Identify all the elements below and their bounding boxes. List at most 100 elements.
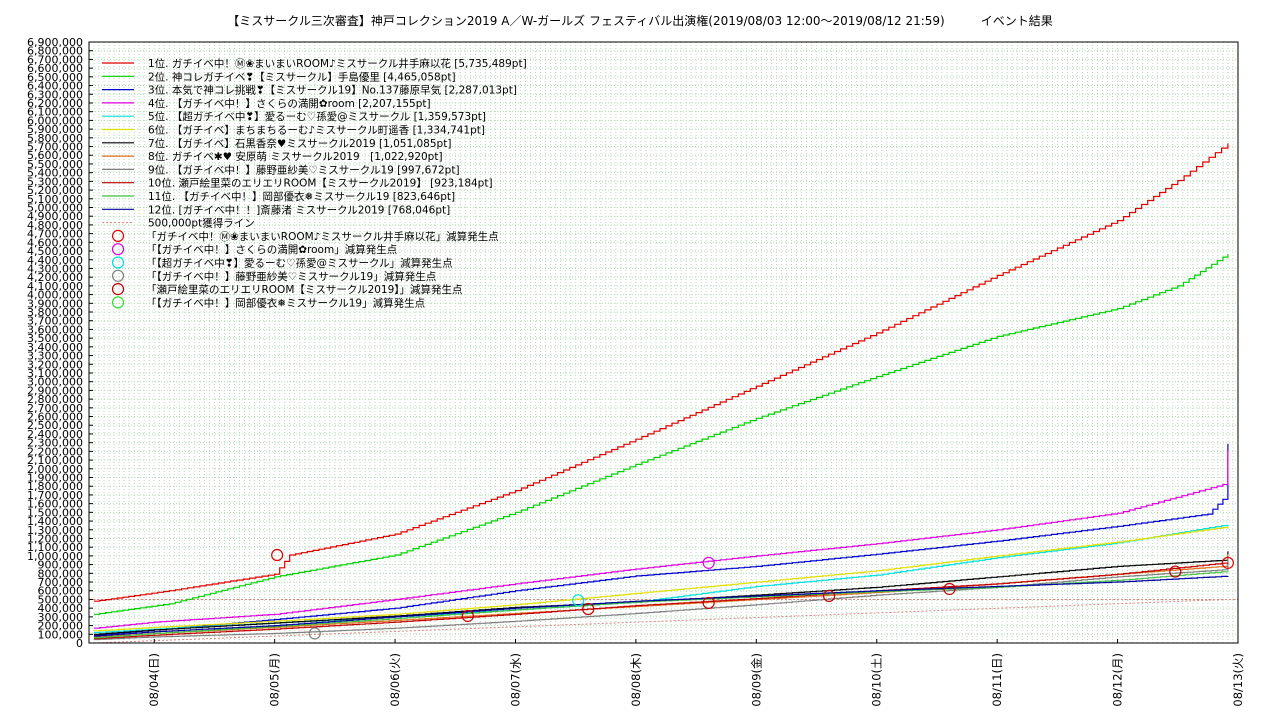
series-line-3 xyxy=(94,443,1229,636)
legend-label-8: 8位. ガチイベ✱♥ 安原萌 ミスサークル2019 [1,022,920pt] xyxy=(148,150,443,163)
series-line-10 xyxy=(94,562,1229,640)
legend-marker-label-6: 「【ガチイベ中！】岡部優衣❅ミスサークル19」減算発生点 xyxy=(146,296,425,309)
y-tick-label: 3,600,000 xyxy=(27,323,83,336)
y-tick-label: 1,300,000 xyxy=(27,524,83,537)
y-tick-label: 3,500,000 xyxy=(27,332,83,345)
y-tick-label: 2,100,000 xyxy=(27,454,83,467)
y-tick-label: 300,000 xyxy=(38,611,84,624)
y-tick-label: 5,200,000 xyxy=(27,184,83,197)
reference-line-layer xyxy=(89,598,1238,644)
series-line-2 xyxy=(94,254,1229,615)
y-tick-label: 6,100,000 xyxy=(27,106,83,119)
series-layer xyxy=(94,143,1229,641)
y-tick-label: 5,300,000 xyxy=(27,175,83,188)
x-tick-label: 08/11(日) xyxy=(990,653,1004,707)
y-tick-label: 1,400,000 xyxy=(27,515,83,528)
y-tick-label: 4,100,000 xyxy=(27,280,83,293)
x-tick-label: 08/07(水) xyxy=(508,653,522,707)
x-tick-label: 08/06(火) xyxy=(388,653,402,707)
y-tick-label: 4,800,000 xyxy=(27,219,83,232)
y-tick-label: 3,900,000 xyxy=(27,297,83,310)
y-tick-label: 3,800,000 xyxy=(27,306,83,319)
marker-point-2 xyxy=(702,556,715,569)
legend-label-2: 2位. 神コレガチイベ❣【ミスサークル】手島優里 [4,465,058pt] xyxy=(148,70,456,83)
x-tick-label: 08/12(月) xyxy=(1111,653,1125,707)
y-tick-label: 6,700,000 xyxy=(27,53,83,66)
y-tick-label: 2,300,000 xyxy=(27,437,83,450)
y-tick-label: 6,900,000 xyxy=(27,36,83,49)
y-axis: 0100,000200,000300,000400,000500,000600,… xyxy=(27,36,93,650)
plot-frame xyxy=(88,41,1239,644)
marker-point-3 xyxy=(572,594,585,607)
y-tick-label: 2,600,000 xyxy=(27,411,83,424)
legend-marker-label-2: 「【ガチイベ中！】さくらの満開✿room」減算発生点 xyxy=(146,243,397,256)
y-tick-label: 2,800,000 xyxy=(27,393,83,406)
y-tick-label: 100,000 xyxy=(38,628,84,641)
y-tick-label: 900,000 xyxy=(38,559,84,572)
y-tick-label: 3,700,000 xyxy=(27,315,83,328)
marker-point-5 xyxy=(702,596,715,610)
y-tick-label: 4,400,000 xyxy=(27,254,83,267)
y-tick-label: 0 xyxy=(76,637,83,650)
y-tick-label: 1,800,000 xyxy=(27,480,83,493)
y-tick-label: 5,600,000 xyxy=(27,149,83,162)
legend-label-6: 6位. 【ガチイベ】まちまちるーむ♪ミスサークル町遥香 [1,334,741pt… xyxy=(148,124,485,137)
y-tick-label: 2,000,000 xyxy=(27,463,83,476)
y-tick-label: 3,000,000 xyxy=(27,376,83,389)
legend-label-7: 7位. 【ガチイベ】石黒香奈♥ミスサークル2019 [1,051,085pt] xyxy=(148,137,451,150)
y-tick-label: 2,400,000 xyxy=(27,428,83,441)
y-tick-label: 2,700,000 xyxy=(27,402,83,415)
y-tick-label: 4,000,000 xyxy=(27,289,83,302)
series-line-9 xyxy=(94,556,1229,641)
y-tick-label: 1,900,000 xyxy=(27,472,83,485)
marker-point-5 xyxy=(582,602,595,616)
y-tick-label: 3,400,000 xyxy=(27,341,83,354)
legend-label-reference: 500,000pt獲得ライン xyxy=(148,217,255,230)
y-tick-label: 5,800,000 xyxy=(27,132,83,145)
x-tick-label: 08/13(火) xyxy=(1231,653,1245,707)
y-tick-label: 6,600,000 xyxy=(27,62,83,75)
legend-label-10: 10位. 瀬戸絵里菜のエリエリROOM【ミスサークル2019】 [923,184… xyxy=(148,177,493,190)
x-tick-label: 08/08(木) xyxy=(629,653,643,707)
y-tick-label: 2,500,000 xyxy=(27,419,83,432)
marker-layer xyxy=(271,548,1234,640)
y-tick-label: 5,900,000 xyxy=(27,123,83,136)
y-tick-label: 500,000 xyxy=(38,593,84,606)
y-tick-label: 4,700,000 xyxy=(27,228,83,241)
series-line-1 xyxy=(94,143,1229,602)
y-tick-label: 4,300,000 xyxy=(27,262,83,275)
y-tick-label: 2,200,000 xyxy=(27,445,83,458)
legend: 1位. ガチイベ中！Ⓜ❀まいまいROOM♪ミスサークル井手麻以花 [5,735,… xyxy=(102,57,527,309)
x-axis: 08/04(日) 08/05(月) 08/06(火) 08/07(水) 08/08(木)… xyxy=(147,639,1245,707)
y-tick-label: 6,500,000 xyxy=(27,71,83,84)
y-tick-label: 5,500,000 xyxy=(27,158,83,171)
marker-point-5 xyxy=(1169,565,1182,578)
y-tick-label: 200,000 xyxy=(38,620,84,633)
legend-label-11: 11位. 【ガチイベ中！】岡部優衣❅ミスサークル19 [823,646pt] xyxy=(148,190,455,203)
series-line-6 xyxy=(94,526,1229,632)
legend-marker-2 xyxy=(111,243,125,256)
grid xyxy=(88,41,1239,644)
series-line-4 xyxy=(94,450,1229,629)
y-tick-label: 1,700,000 xyxy=(27,489,83,502)
y-tick-label: 3,300,000 xyxy=(27,350,83,363)
x-tick-label: 08/10(土) xyxy=(870,653,884,707)
y-tick-label: 4,500,000 xyxy=(27,245,83,258)
y-tick-label: 1,000,000 xyxy=(27,550,83,563)
y-tick-label: 6,000,000 xyxy=(27,114,83,127)
y-tick-label: 4,600,000 xyxy=(27,236,83,249)
marker-point-5 xyxy=(822,589,836,603)
y-tick-label: 6,200,000 xyxy=(27,97,83,110)
reference-line xyxy=(93,598,1228,644)
legend-label-5: 5位. 【超ガチイベ中❣】愛るーむ♡孫愛@ミスサークル [1,359,573pt… xyxy=(148,110,486,123)
chart-title: 【ミスサークル三次審査】神戸コレクション2019 A／W-ガールズ フェスティバ… xyxy=(227,14,1053,28)
y-tick-label: 600,000 xyxy=(38,585,84,598)
legend-label-4: 4位. 【ガチイベ中！】さくらの満開✿room [2,207,155pt] xyxy=(148,97,431,110)
legend-label-1: 1位. ガチイベ中！Ⓜ❀まいまいROOM♪ミスサークル井手麻以花 [5,735,… xyxy=(148,57,527,70)
y-tick-label: 4,900,000 xyxy=(27,210,83,223)
legend-label-12: 12位. [ガチイベ中！！]斎藤渚 ミスサークル2019 [768,046pt] xyxy=(148,203,450,216)
y-tick-label: 1,600,000 xyxy=(27,498,83,511)
y-tick-label: 700,000 xyxy=(38,576,84,589)
y-tick-label: 1,100,000 xyxy=(27,541,83,554)
